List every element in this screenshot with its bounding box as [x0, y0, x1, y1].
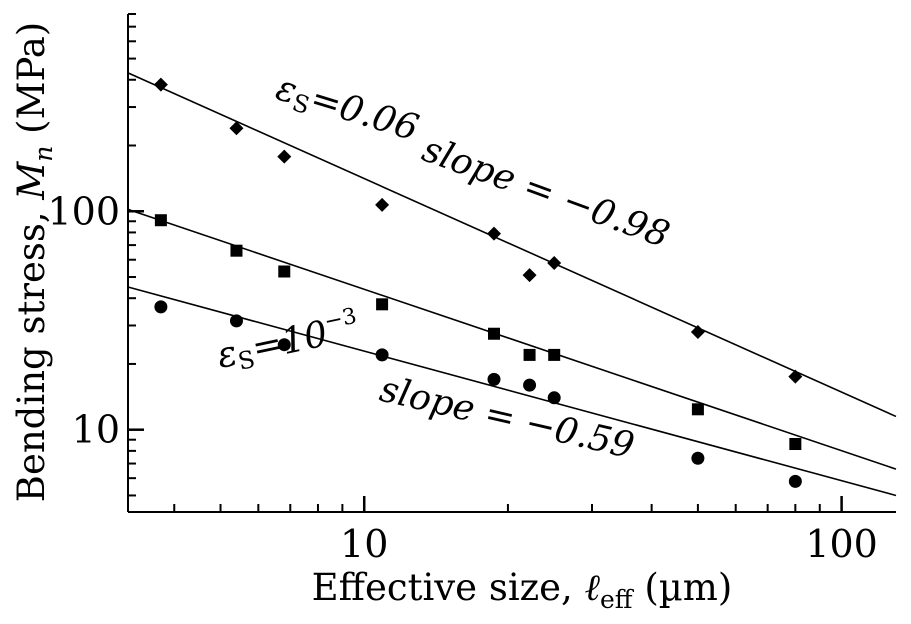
square-point [548, 348, 561, 361]
fit-line-circle [127, 286, 897, 497]
square-point [230, 244, 243, 257]
diamond-point [153, 77, 168, 92]
square-point [691, 403, 704, 416]
annotation-slope-098: slope = −0.98 [417, 129, 675, 256]
y-tick-label: 100 [47, 189, 120, 233]
diamond-point [522, 268, 537, 283]
circle-point [375, 348, 389, 362]
annotation-slope-059: slope = −0.59 [376, 369, 638, 467]
annotation-eps-006: εS=0.06 [270, 67, 423, 152]
diamond-point [690, 325, 705, 340]
y-tick-label: 10 [72, 408, 120, 452]
diamond-point [229, 121, 244, 136]
circle-point [691, 451, 705, 465]
square-point [789, 438, 802, 451]
data-points [153, 77, 803, 488]
y-axis-label: Bending stress, Mn (MPa) [10, 22, 58, 502]
square-point [376, 298, 389, 311]
circle-point [229, 314, 243, 328]
fit-line-square [127, 208, 897, 470]
circle-point [788, 474, 802, 488]
diamond-point [788, 369, 803, 384]
diamond-point [277, 149, 292, 164]
axes: 10 100 10 100 [47, 13, 896, 566]
square-point [154, 214, 167, 227]
square-point [523, 348, 536, 361]
x-tick-label: 100 [805, 522, 878, 566]
diamond-point [547, 255, 562, 270]
fit-lines [127, 72, 897, 497]
diamond-point [487, 226, 502, 241]
circle-point [154, 300, 168, 314]
circle-point [547, 391, 561, 405]
circle-point [277, 338, 291, 352]
x-tick-label: 10 [340, 522, 388, 566]
square-point [488, 327, 501, 340]
square-point [278, 265, 291, 278]
fit-line-diamond [127, 72, 897, 418]
x-axis-label: Effective size, ℓeff (µm) [312, 566, 733, 614]
diamond-point [375, 197, 390, 212]
circle-point [523, 378, 537, 392]
circle-point [487, 372, 501, 386]
